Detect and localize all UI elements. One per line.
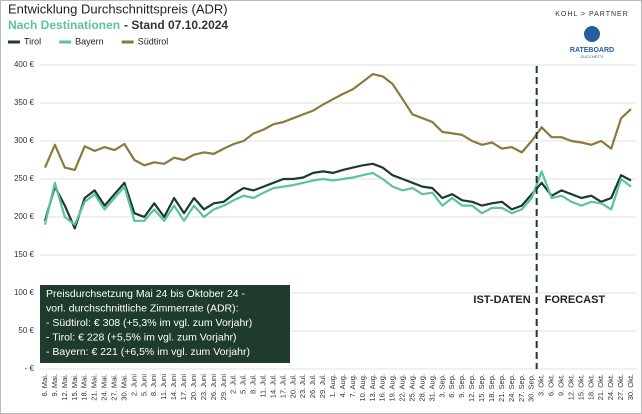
y-tick-label: 250 €	[14, 174, 35, 183]
x-tick-label: 3. Sep.	[437, 374, 446, 398]
x-tick-label: 21. Sep.	[497, 374, 506, 402]
info-text: - Bayern: € 221 (+6,5% im vgl. zum Vorja…	[46, 346, 250, 358]
y-tick-label: 300 €	[14, 136, 35, 145]
y-tick-label: 400 €	[14, 60, 35, 69]
x-tick-label: 15. Okt.	[576, 374, 585, 400]
x-tick-label: 11. Juni	[159, 374, 168, 400]
x-tick-label: 2. Jul.	[229, 374, 238, 394]
x-tick-label: 4. Aug.	[338, 374, 347, 397]
annotation: FORECAST	[545, 294, 606, 306]
x-tick-label: 1. Aug.	[328, 374, 337, 397]
logo2: RATEBOARD	[570, 47, 614, 54]
x-tick-label: 31. Aug.	[427, 374, 436, 402]
y-tick-label: 50 €	[18, 326, 34, 335]
y-tick-label: 200 €	[14, 212, 35, 221]
x-tick-label: 27. Mai.	[109, 374, 118, 401]
x-tick-label: 27. Sep.	[517, 374, 526, 402]
x-tick-label: 5. Jul.	[239, 374, 248, 394]
x-tick-label: 10. Aug.	[358, 374, 367, 402]
legend-label: Tirol	[24, 36, 41, 46]
x-tick-label: 30. Okt.	[626, 374, 635, 400]
x-tick-label: 18. Sep.	[487, 374, 496, 402]
x-tick-label: 6. Mai.	[40, 374, 49, 397]
x-tick-label: 26. Juni	[209, 374, 218, 401]
info-text: - Südtirol: € 308 (+5,3% im vgl. zum Vor…	[46, 317, 252, 329]
x-tick-label: 9. Okt.	[556, 374, 565, 396]
x-tick-label: 6. Okt.	[547, 374, 556, 396]
x-tick-label: 23. Jul.	[298, 374, 307, 398]
x-tick-label: 20. Juni	[189, 374, 198, 401]
x-tick-label: 14. Juni	[169, 374, 178, 401]
logo: KOHL > PARTNER	[555, 11, 629, 18]
x-tick-label: 11. Jul.	[258, 374, 267, 398]
x-tick-label: 17. Juni	[179, 374, 188, 401]
x-tick-label: 29. Jul.	[318, 374, 327, 398]
legend-label: Südtirol	[138, 36, 169, 46]
x-tick-label: 8. Juni	[149, 374, 158, 396]
line-series	[43, 170, 632, 226]
y-tick-label: 100 €	[14, 288, 35, 297]
y-tick-label: - €	[25, 364, 35, 373]
y-tick-label: 350 €	[14, 98, 35, 107]
legend-label: Bayern	[75, 36, 104, 46]
x-tick-label: 20. Jul.	[288, 374, 297, 398]
logo-icon	[584, 26, 600, 42]
x-tick-label: 3. Okt.	[537, 374, 546, 396]
x-tick-label: 30. Sep.	[527, 374, 536, 402]
annotation: IST-DATEN	[473, 294, 530, 306]
x-tick-label: 30. Mai.	[119, 374, 128, 401]
x-tick-label: 27. Okt.	[616, 374, 625, 400]
x-tick-label: 25. Aug.	[407, 374, 416, 402]
x-tick-label: 9. Sep.	[457, 374, 466, 398]
x-tick-label: 28. Aug.	[417, 374, 426, 402]
x-tick-label: 13. Aug.	[368, 374, 377, 402]
x-tick-label: 21. Mai.	[90, 374, 99, 401]
info-text: Preisdurchsetzung Mai 24 bis Oktober 24 …	[46, 288, 246, 300]
x-tick-label: 15. Sep.	[477, 374, 486, 402]
x-tick-label: 24. Mai.	[100, 374, 109, 401]
x-tick-label: 2. Juni	[129, 374, 138, 396]
x-tick-label: 5. Juni	[139, 374, 148, 396]
subtitle: Nach Destinationen	[8, 18, 120, 32]
x-tick-label: 19. Aug.	[388, 374, 397, 402]
x-tick-label: 24. Sep.	[507, 374, 516, 402]
x-tick-label: 8. Jul.	[249, 374, 258, 394]
x-tick-label: 14. Jul.	[268, 374, 277, 398]
x-tick-label: 12. Okt.	[566, 374, 575, 400]
x-tick-label: 18. Okt.	[586, 374, 595, 400]
chart-subtitle: Nach Destinationen - Stand 07.10.2024	[8, 18, 228, 32]
x-tick-label: 7. Aug.	[348, 374, 357, 397]
info-box	[40, 285, 290, 363]
x-tick-label: 15. Mai.	[70, 374, 79, 401]
x-tick-label: 26. Jul.	[308, 374, 317, 398]
x-tick-label: 23. Juni	[199, 374, 208, 401]
line-series	[43, 73, 632, 171]
x-tick-label: 21. Okt.	[596, 374, 605, 400]
y-tick-label: 150 €	[14, 250, 35, 259]
info-text: - Tirol: € 228 (+5,5% im vgl. zum Vorjah…	[46, 331, 237, 343]
logo2-sub: ZUCCHETTI	[581, 54, 604, 59]
chart-title: Entwicklung Durchschnittspreis (ADR)	[8, 1, 228, 16]
x-tick-label: 24. Okt.	[606, 374, 615, 400]
x-tick-label: 17. Jul.	[278, 374, 287, 398]
x-tick-label: 29. Juni	[219, 374, 228, 401]
x-tick-label: 12. Sep.	[467, 374, 476, 402]
x-tick-label: 16. Aug.	[378, 374, 387, 402]
x-tick-label: 12. Mai.	[60, 374, 69, 401]
x-tick-label: 9. Mai.	[50, 374, 59, 397]
info-text: vorl. durchschnittliche Zimmerrate (ADR)…	[46, 302, 239, 314]
x-tick-label: 6. Sep.	[447, 374, 456, 398]
x-tick-label: 18. Mai.	[80, 374, 89, 401]
x-tick-label: 22. Aug.	[398, 374, 407, 402]
subtitle-suffix: - Stand 07.10.2024	[124, 18, 228, 32]
